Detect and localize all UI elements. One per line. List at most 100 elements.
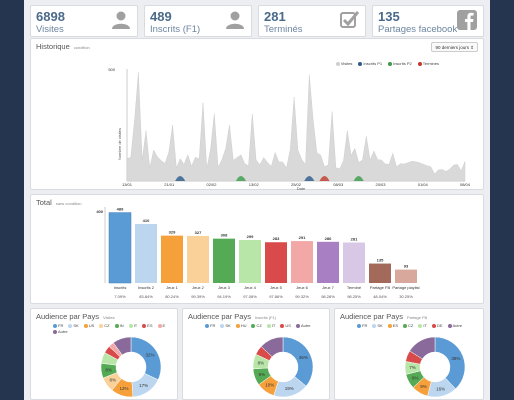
pie-legend-item[interactable]: SK [220,323,231,328]
legend-item[interactable]: Inscrits P1 [358,61,382,66]
stat-card-termines: 281 Terminés [258,5,366,37]
total-panel: Total sans condition 400 489 Inscrits 7.09%… [30,194,484,304]
historique-chart: 500 Nombre de visites Date 13/01 21/01 02/… [108,67,471,191]
pie-slice-fr [434,336,466,390]
pie-legend-item[interactable]: US [83,323,94,328]
x-tick-label: 13/01 [122,182,133,187]
legend-swatch [128,323,133,328]
bar-category-label: Partage FB [370,285,391,290]
stat-card-visites: 6898 Visites [30,5,138,37]
pie-legend-item[interactable]: HU [235,323,246,328]
pie-legend-item[interactable]: IT [418,323,427,328]
pie-panel-inscrits: Audience par Pays Inscrits (F1) FR SK HU CZ I… [182,308,330,400]
stat-value: 489 [150,9,172,24]
legend-swatch [357,323,361,328]
legend-swatch [447,323,452,328]
bar-category-label: Jeux 1 [166,285,179,290]
bar-percent-label: 99.32% [295,294,309,299]
pie-legend-item[interactable]: CZ [99,323,110,328]
pie-percent-label: 10% [265,383,274,388]
pie-legend: FR SK US CZ IN IT ES E Autre [53,323,173,334]
pie-percent-label: 38% [451,356,460,361]
pie-legend-item[interactable]: Autre [53,329,68,334]
pie-legend-item[interactable]: SK [68,323,79,328]
pie-legend: FR SK ES CZ IT DE Autre [357,323,477,328]
series-bump [304,176,315,181]
bar-percent-label: 30.25% [399,294,413,299]
pie-legend-item[interactable]: FR [53,323,63,328]
facebook-icon [457,10,477,30]
bar-partage-playlist [395,269,417,283]
x-tick-label: 08/03 [333,182,344,187]
pie-legend-item[interactable]: E [157,323,165,328]
pie-percent-label: 9% [259,372,266,377]
bar-jeux-4 [239,239,261,283]
pie-legend-item[interactable]: IN [114,323,124,328]
pie-percent-label: 8% [110,378,117,383]
series-bump [235,176,246,181]
bar-jeux-5 [265,242,287,283]
legend-swatch [220,323,225,328]
pie-legend-item[interactable]: ES [142,323,153,328]
legend-item[interactable]: Terminés [417,61,439,66]
bar-category-label: Partage playlist [392,285,420,290]
pie-legend-item[interactable]: IT [128,323,137,328]
bar-percent-label: 98.28% [321,294,335,299]
pie-percent-label: 8% [412,375,419,380]
pie-legend-item[interactable]: CZ [403,323,413,328]
panel-title: Audience par Pays Visites [36,312,115,321]
pie-legend-item[interactable]: IT [266,323,275,328]
bar-percent-label: 97.86% [269,294,283,299]
bar-category-label: Jeux 5 [270,285,283,290]
x-tick-label: 01/04 [418,182,429,187]
stat-label: Inscrits (F1) [150,24,201,35]
pie-slice-autre [113,336,132,356]
y-axis-label: Nombre de visites [117,128,122,160]
pie-slice-fr [282,336,314,387]
bar-category-label: Inscrits [114,285,127,290]
bar-value-label: 286 [325,236,332,241]
pie-panel-partage: Audience par Pays Partage FB FR SK ES CZ IT DE… [334,308,484,400]
bar-percent-label: 80.24% [165,294,179,299]
bar-category-label: Jeux 6 [296,285,309,290]
pie-legend-item[interactable]: Autre [447,323,462,328]
legend-swatch [157,323,162,328]
pie-legend-item[interactable]: FR [357,323,367,328]
pie-legend-item[interactable]: US [280,323,291,328]
panel-title: Historique condition [36,42,90,51]
pie-legend-item[interactable]: CZ [251,323,262,328]
legend-swatch [99,323,104,328]
bar-value-label: 283 [273,236,280,241]
legend-swatch [205,323,209,328]
period-select[interactable]: 90 derniers jours ⇕ [431,42,478,52]
legend-swatch [83,323,88,328]
stat-label: Visites [36,24,64,35]
series-bump [175,176,186,181]
bar-percent-label: 94.19% [217,294,231,299]
historique-legend: Visites Inscrits P1 Inscrits P2 Terminés [335,61,439,66]
pie-legend-item[interactable]: FR [205,323,215,328]
legend-swatch [295,323,300,328]
bar-percent-label: 99.39% [191,294,205,299]
legend-swatch [142,323,147,328]
bar-category-label: Terminé [347,285,362,290]
legend-swatch [387,323,392,328]
visites-series-area [126,72,466,182]
pie-slice-autre [409,336,436,360]
legend-item[interactable]: Inscrits P2 [388,61,412,66]
pie-legend-item[interactable]: Autre [295,323,311,328]
bar-value-label: 291 [299,235,306,240]
pie-slice-fr [130,336,162,381]
bar-category-label: Jeux 7 [322,285,335,290]
x-tick-label: 08/04 [460,182,471,187]
pie-legend-item[interactable]: SK [372,323,383,328]
pie-percent-label: 16% [436,386,445,391]
pie-legend-item[interactable]: DE [431,323,443,328]
bar-percent-label: 97.08% [243,294,257,299]
pie-chart: 32%17%12%8%8% [100,336,162,398]
legend-item[interactable]: Visites [335,61,352,66]
bar-percent-label: 98.25% [347,294,361,299]
x-tick-label: 13/02 [249,182,260,187]
pie-legend-item[interactable]: ES [387,323,398,328]
panel-title: Audience par Pays Inscrits (F1) [188,312,277,321]
